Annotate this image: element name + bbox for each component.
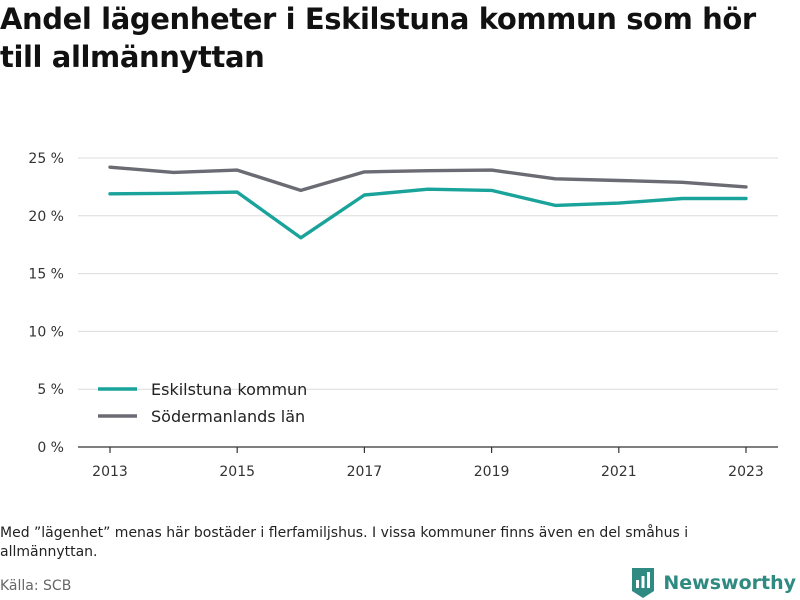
chart-footnote: Med ”lägenhet” menas här bostäder i fler… (0, 525, 689, 560)
y-tick-label: 5 % (37, 382, 64, 398)
y-tick-label: 15 % (28, 267, 64, 283)
legend-label: Eskilstuna kommun (151, 380, 307, 399)
y-tick-label: 25 % (28, 151, 64, 167)
series-lines (108, 165, 748, 240)
series-line (108, 165, 748, 193)
x-tick-label: 2017 (347, 464, 383, 480)
y-tick-label: 0 % (37, 440, 64, 456)
brand-name: Newsworthy (663, 572, 796, 594)
line-chart: 0 %5 %10 %15 %20 %25 % 2013 2015 2017 2019 2… (28, 151, 778, 480)
x-tick-label: 2023 (728, 464, 764, 480)
y-tick-label: 10 % (28, 324, 64, 340)
legend-label: Södermanlands län (151, 407, 305, 426)
series-line (108, 187, 748, 240)
y-axis: 0 % 5 % 10 % 15 % 20 % 25 % (28, 151, 64, 456)
x-tick-label: 2019 (474, 464, 510, 480)
y-tick-label: 20 % (28, 209, 64, 225)
x-axis: 2013 2015 2017 2019 2021 2023 (78, 446, 778, 480)
bar-chart-badge-icon (632, 568, 655, 598)
legend: Eskilstuna kommun Södermanlands län (98, 380, 307, 426)
x-tick-label: 2021 (601, 464, 637, 480)
y-gridlines (78, 157, 778, 390)
chart-title: Andel lägenheter i Eskilstuna kommun som… (0, 2, 756, 74)
x-tick-label: 2013 (92, 464, 128, 480)
source-credit: Källa: SCB (0, 578, 72, 594)
newsworthy-logo: Newsworthy (630, 566, 796, 600)
x-tick-label: 2015 (219, 464, 255, 480)
